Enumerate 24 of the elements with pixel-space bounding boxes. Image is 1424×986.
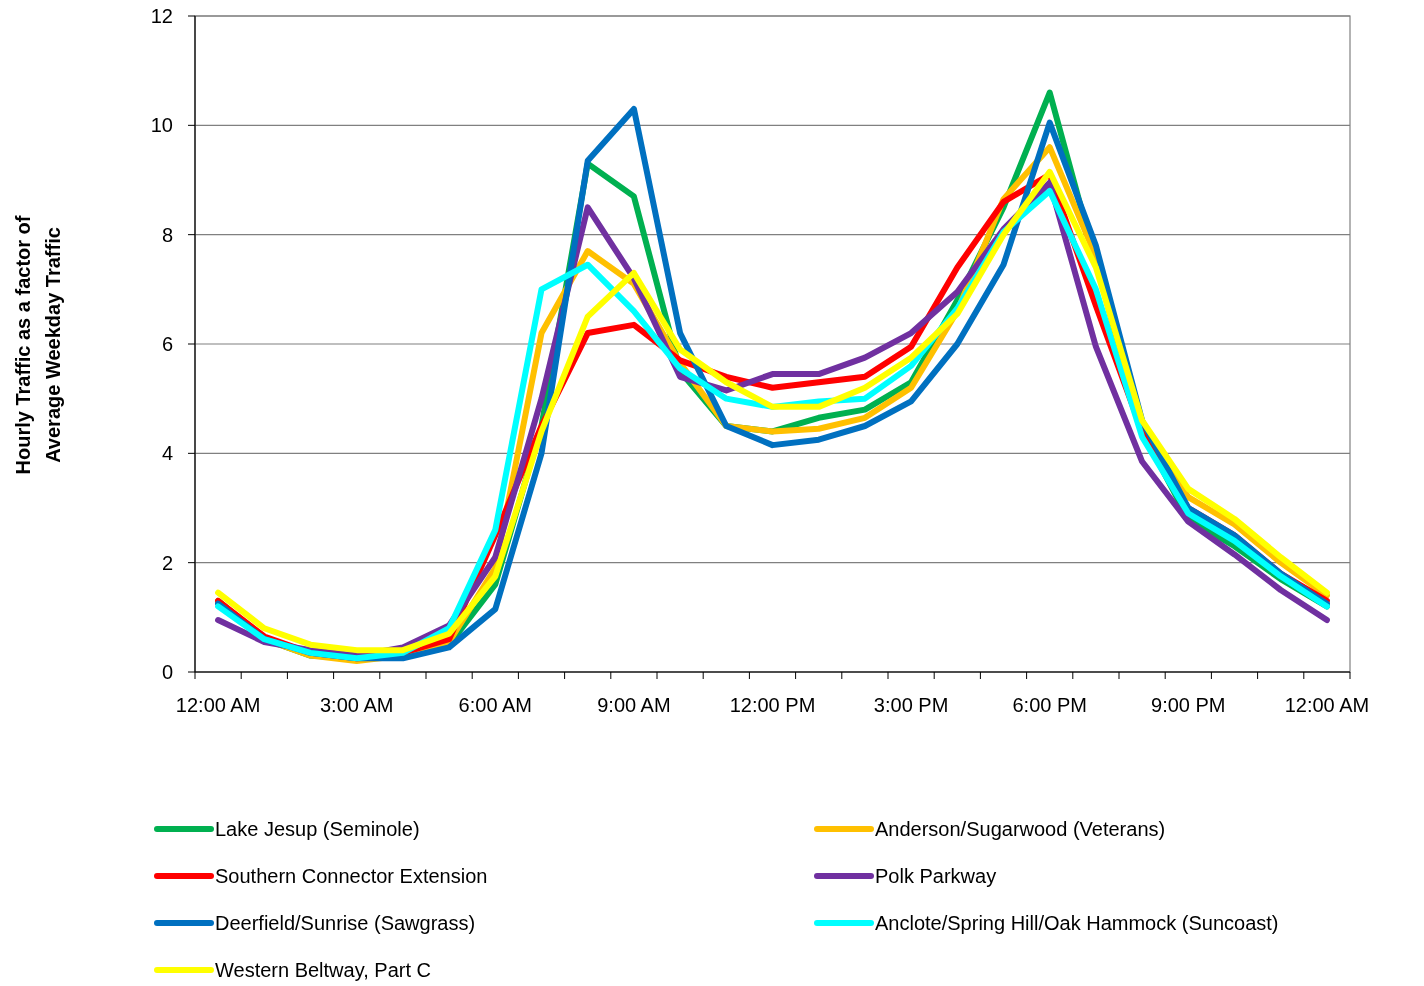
- y-tick-label: 10: [150, 114, 173, 137]
- x-tick-label: 3:00 PM: [873, 694, 949, 716]
- x-tick-label: 9:00 AM: [597, 694, 671, 716]
- y-tick-label: 2: [161, 551, 173, 574]
- y-tick-label: 0: [161, 661, 173, 683]
- x-tick-label: 12:00 PM: [729, 694, 816, 716]
- x-tick-label: 6:00 AM: [458, 694, 532, 716]
- y-tick-label: 8: [161, 223, 173, 246]
- x-tick-label: 12:00 AM: [175, 694, 261, 716]
- legend-label: Western Beltway, Part C: [215, 959, 431, 981]
- legend-label: Deerfield/Sunrise (Sawgrass): [215, 912, 476, 934]
- legend-label: Anclote/Spring Hill/Oak Hammock (Suncoast): [875, 912, 1279, 934]
- x-tick-label: 3:00 AM: [320, 694, 394, 716]
- legend-label: Lake Jesup (Seminole): [215, 818, 420, 840]
- y-axis-title: Hourly Traffic as a factor of Average Weekday Traffic: [12, 215, 64, 475]
- y-tick-label: 6: [161, 333, 173, 355]
- x-tick-label: 6:00 PM: [1012, 694, 1087, 716]
- legend-label: Southern Connector Extension: [215, 865, 488, 887]
- x-tick-label: 12:00 AM: [1284, 694, 1370, 716]
- x-tick-label: 9:00 PM: [1151, 694, 1226, 716]
- legend-label: Anderson/Sugarwood (Veterans): [875, 818, 1166, 840]
- y-tick-label: 4: [161, 442, 173, 465]
- y-tick-label: 12: [150, 5, 173, 27]
- legend-label: Polk Parkway: [875, 865, 997, 887]
